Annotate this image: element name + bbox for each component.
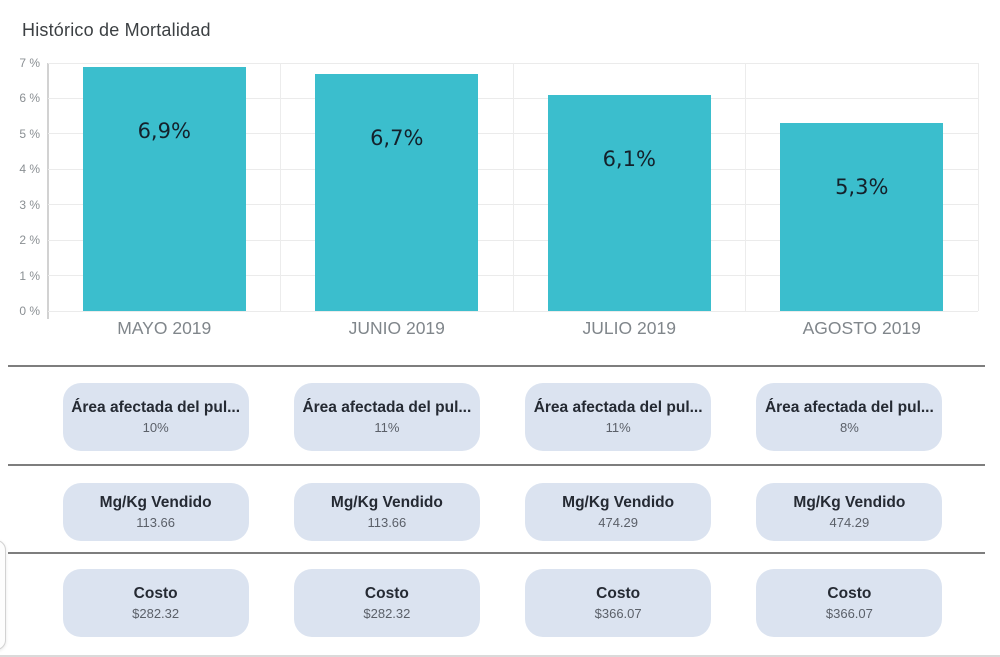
- metric-pill-value: 113.66: [367, 515, 407, 530]
- metric-pill-row0-col2[interactable]: Área afectada del pul... 11%: [525, 383, 712, 451]
- x-axis-labels: MAYO 2019 JUNIO 2019 JULIO 2019 AGOSTO 2019: [48, 313, 978, 339]
- metric-pill-value: $366.07: [594, 606, 642, 621]
- metric-pill-label: Costo: [596, 585, 641, 602]
- bar-mayo-2019[interactable]: 6,9%: [82, 66, 246, 311]
- gridline-vertical: [512, 63, 514, 311]
- metric-pill-label: Mg/Kg Vendido: [793, 494, 906, 511]
- y-axis: 7 % 6 % 5 % 4 % 3 % 2 % 1 % 0 %: [0, 56, 40, 318]
- metric-pill-label: Costo: [827, 585, 872, 602]
- x-axis-label-mayo-2019: MAYO 2019: [117, 318, 212, 338]
- x-axis-label-julio-2019: JULIO 2019: [582, 318, 676, 338]
- bar-julio-2019[interactable]: 6,1%: [547, 94, 711, 311]
- metric-pill-value: 474.29: [598, 515, 638, 530]
- metric-pill-label: Área afectada del pul...: [302, 399, 472, 416]
- metric-pill-value: $282.32: [132, 606, 180, 621]
- metric-pill-value: 8%: [839, 420, 859, 435]
- metric-pill-label: Área afectada del pul...: [533, 399, 703, 416]
- metric-row-costo: Costo $282.32 Costo $282.32 Costo $366.07 Cost…: [40, 568, 965, 638]
- bar-value-label: 5,3%: [835, 175, 889, 200]
- x-axis-label-junio-2019: JUNIO 2019: [348, 318, 445, 338]
- bar-value-label: 6,9%: [137, 118, 191, 143]
- y-axis-tick: 5 %: [19, 126, 40, 141]
- chart-plot: 6,9% 6,7% 6,1% 5,3%: [47, 62, 979, 319]
- metric-pill-row2-col2[interactable]: Costo $366.07: [525, 569, 712, 637]
- metric-pill-row1-col3[interactable]: Mg/Kg Vendido 474.29: [756, 483, 943, 541]
- y-axis-tick: 1 %: [19, 268, 40, 283]
- metric-pill-row0-col1[interactable]: Área afectada del pul... 11%: [293, 383, 480, 451]
- metric-pill-label: Área afectada del pul...: [71, 399, 241, 416]
- bar-agosto-2019[interactable]: 5,3%: [780, 123, 944, 311]
- metric-pill-label: Área afectada del pul...: [764, 399, 934, 416]
- y-axis-tick: 2 %: [19, 233, 40, 248]
- carousel-peek-card-edge: [0, 540, 6, 650]
- metric-pill-value: 11%: [374, 420, 400, 435]
- metric-pill-row0-col0[interactable]: Área afectada del pul... 10%: [62, 383, 249, 451]
- page-title: Histórico de Mortalidad: [22, 20, 211, 40]
- metric-row-mgkg-vendido: Mg/Kg Vendido 113.66 Mg/Kg Vendido 113.66 Mg…: [40, 482, 965, 542]
- metric-pill-value: 474.29: [829, 515, 870, 530]
- metric-pill-row1-col0[interactable]: Mg/Kg Vendido 113.66: [62, 483, 249, 541]
- metric-pill-row2-col0[interactable]: Costo $282.32: [62, 569, 249, 637]
- gridline-vertical: [745, 63, 746, 311]
- metric-pill-label: Mg/Kg Vendido: [99, 494, 212, 511]
- metric-pill-row2-col3[interactable]: Costo $366.07: [756, 569, 943, 637]
- row-divider: [8, 552, 985, 554]
- y-axis-tick: 6 %: [19, 91, 40, 106]
- metric-pill-label: Mg/Kg Vendido: [330, 494, 443, 511]
- metric-pill-label: Costo: [364, 585, 409, 602]
- metric-row-area-afectada: Área afectada del pul... 10% Área afectada…: [40, 382, 965, 452]
- y-axis-tick: 4 %: [19, 162, 40, 177]
- x-axis-label-agosto-2019: AGOSTO 2019: [802, 318, 921, 338]
- metric-pill-row1-col1[interactable]: Mg/Kg Vendido 113.66: [293, 483, 480, 541]
- row-divider: [8, 464, 985, 466]
- bar-junio-2019[interactable]: 6,7%: [315, 73, 479, 311]
- gridline-vertical: [977, 63, 979, 311]
- gridline-horizontal: [48, 310, 978, 312]
- bar-value-label: 6,7%: [370, 125, 424, 150]
- y-axis-line: [47, 63, 49, 319]
- row-divider: [8, 365, 985, 367]
- metric-pill-row0-col3[interactable]: Área afectada del pul... 8%: [756, 383, 943, 451]
- metric-pill-label: Costo: [133, 585, 178, 602]
- bar-value-label: 6,1%: [602, 146, 656, 171]
- metric-pill-value: $282.32: [363, 606, 411, 621]
- metric-pill-value: 113.66: [136, 515, 176, 530]
- metric-pill-label: Mg/Kg Vendido: [562, 494, 675, 511]
- y-axis-tick: 3 %: [19, 197, 40, 212]
- metric-pill-row1-col2[interactable]: Mg/Kg Vendido 474.29: [525, 483, 712, 541]
- metric-pill-value: 10%: [142, 420, 169, 435]
- y-axis-tick: 7 %: [19, 56, 40, 70]
- metric-pill-value: $366.07: [825, 606, 873, 621]
- metric-pill-row2-col1[interactable]: Costo $282.32: [293, 569, 480, 637]
- metric-pill-value: 11%: [605, 420, 631, 435]
- gridline-vertical: [280, 63, 281, 311]
- y-axis-tick: 0 %: [19, 304, 40, 318]
